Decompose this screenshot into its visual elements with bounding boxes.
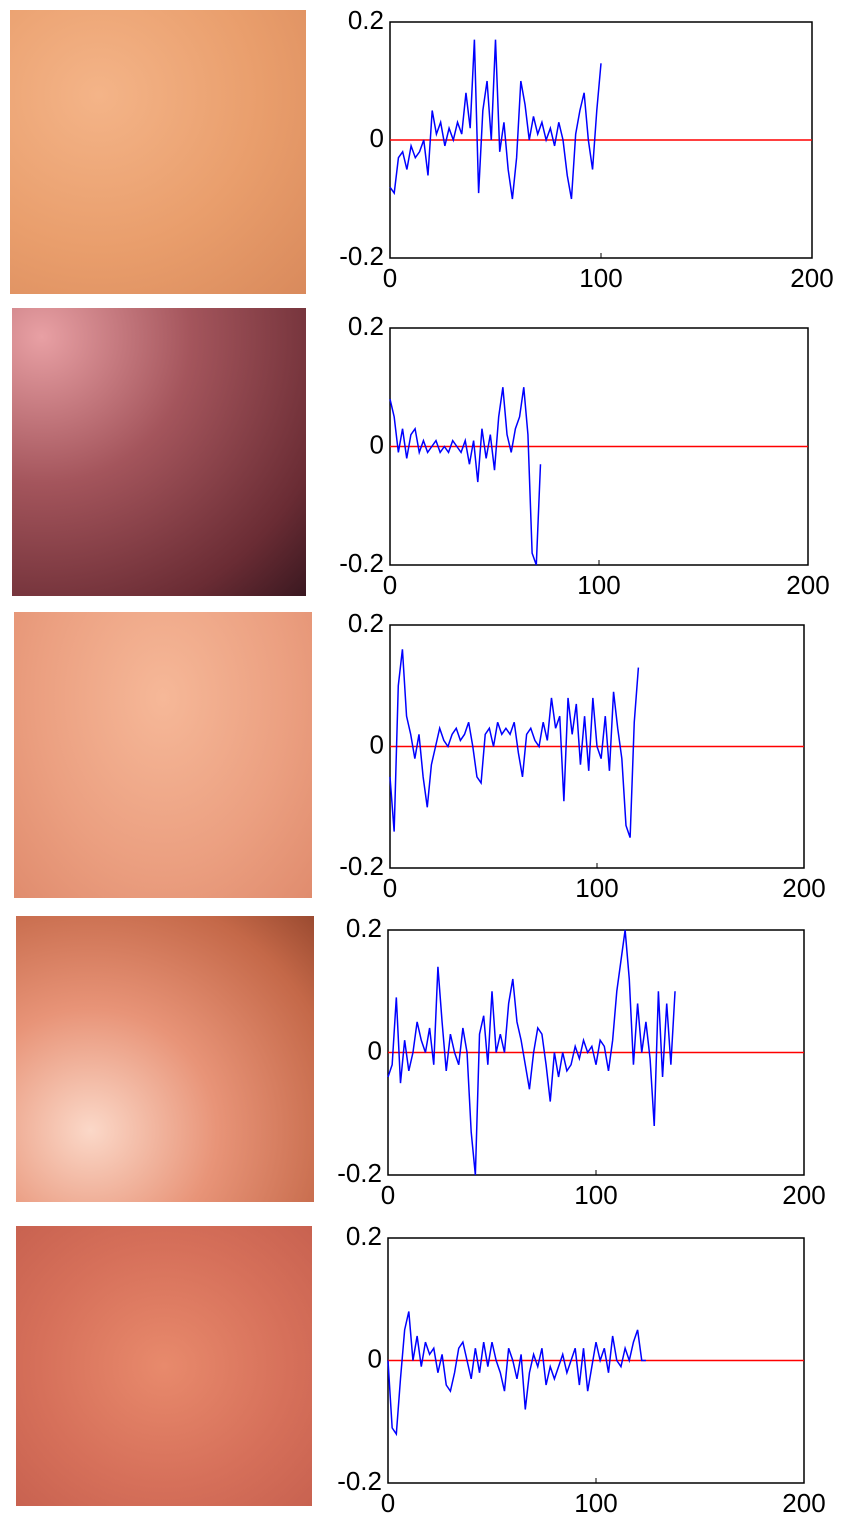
y-tick-label: -0.2 [339,241,384,271]
y-tick-label: 0 [370,429,384,459]
y-tick-label: 0 [370,729,384,759]
x-tick-label: 0 [383,570,397,600]
data-line [389,387,542,566]
x-tick-label: 200 [790,263,833,293]
x-tick-label: 200 [782,1488,825,1518]
endoscopy-image [12,308,306,596]
x-tick-label: 100 [575,873,618,903]
x-tick-label: 200 [782,873,825,903]
x-tick-label: 100 [579,263,622,293]
y-tick-label: -0.2 [337,1466,382,1496]
y-tick-label: 0.2 [348,311,384,341]
endoscopy-image [16,1226,312,1506]
data-line [387,1311,646,1437]
y-tick-label: -0.2 [339,851,384,881]
data-line [389,649,640,838]
endoscopy-image [16,916,314,1202]
x-tick-label: 100 [574,1488,617,1518]
y-tick-label: 0.2 [348,608,384,638]
y-tick-label: 0.2 [346,1221,382,1251]
y-tick-label: 0.2 [346,913,382,943]
endoscopy-image [10,10,306,294]
data-line [387,929,676,1176]
x-tick-label: 200 [782,1180,825,1210]
y-tick-label: 0 [370,123,384,153]
y-tick-label: -0.2 [337,1158,382,1188]
y-tick-label: 0.2 [348,5,384,35]
data-line [389,39,602,200]
y-tick-label: 0 [368,1035,382,1065]
y-tick-label: -0.2 [339,548,384,578]
x-tick-label: 200 [786,570,829,600]
y-tick-label: 0 [368,1343,382,1373]
x-tick-label: 0 [381,1488,395,1518]
x-tick-label: 0 [383,873,397,903]
x-tick-label: 100 [574,1180,617,1210]
x-tick-label: 0 [383,263,397,293]
endoscopy-image [14,612,312,898]
x-tick-label: 0 [381,1180,395,1210]
x-tick-label: 100 [577,570,620,600]
